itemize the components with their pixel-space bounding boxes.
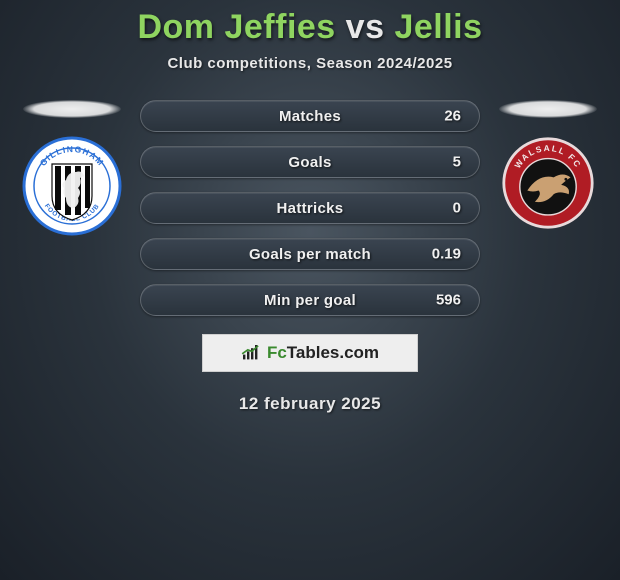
stat-row-goals: Goals 5 (140, 146, 480, 178)
brand-prefix: Fc (267, 343, 287, 362)
stat-row-gpm: Goals per match 0.19 (140, 238, 480, 270)
stat-row-mpg: Min per goal 596 (140, 284, 480, 316)
gillingham-crest: GILLINGHAM FOOTBALL CLUB (22, 136, 122, 236)
stat-value-right: 0 (453, 200, 461, 217)
walsall-crest: WALSALL FC (501, 136, 595, 230)
stat-label: Matches (279, 108, 341, 125)
stat-label: Goals per match (249, 246, 371, 263)
stat-label: Goals (288, 154, 331, 171)
brand-text: FcTables.com (267, 343, 379, 363)
player-placeholder-left (23, 100, 121, 118)
player-placeholder-right (499, 100, 597, 118)
player2-name: Jellis (394, 8, 482, 46)
player1-name: Dom Jeffies (137, 8, 335, 46)
stat-value-right: 0.19 (432, 246, 461, 263)
left-side: GILLINGHAM FOOTBALL CLUB (16, 100, 128, 236)
stat-value-right: 5 (453, 154, 461, 171)
vs-separator: vs (336, 8, 395, 46)
brand-suffix: Tables.com (287, 343, 379, 362)
stats-column: Matches 26 Goals 5 Hattricks 0 Goals per… (140, 100, 480, 316)
date-label: 12 february 2025 (0, 394, 620, 414)
page-title: Dom Jeffies vs Jellis (0, 8, 620, 47)
stat-value-right: 26 (444, 108, 461, 125)
stat-row-matches: Matches 26 (140, 100, 480, 132)
brand-badge[interactable]: FcTables.com (202, 334, 418, 372)
comparison-row: GILLINGHAM FOOTBALL CLUB Matches 26 (0, 100, 620, 316)
stat-value-right: 596 (436, 292, 461, 309)
chart-icon (241, 345, 261, 361)
stat-label: Min per goal (264, 292, 356, 309)
stat-label: Hattricks (277, 200, 344, 217)
stat-row-hattricks: Hattricks 0 (140, 192, 480, 224)
right-side: WALSALL FC (492, 100, 604, 230)
widget-root: Dom Jeffies vs Jellis Club competitions,… (0, 0, 620, 414)
subtitle: Club competitions, Season 2024/2025 (0, 55, 620, 72)
